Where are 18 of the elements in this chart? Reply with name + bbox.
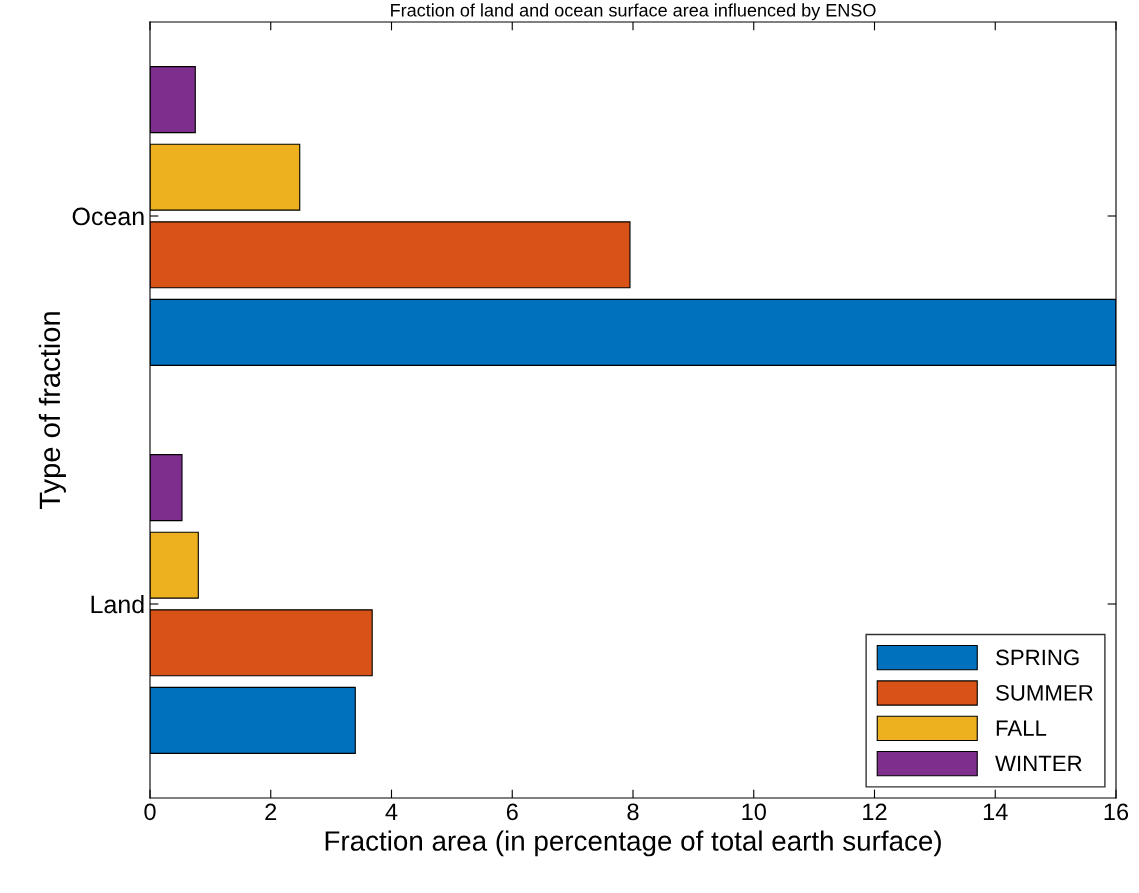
x-tick-label: 0 — [144, 803, 156, 821]
legend-label: FALL — [996, 720, 1047, 736]
y-tick-label: Land — [91, 594, 144, 614]
y-tick-label: Ocean — [72, 207, 144, 226]
legend-label: SUMMER — [996, 684, 1093, 701]
x-tick-label: 2 — [265, 803, 277, 820]
legend-label: WINTER — [995, 755, 1082, 772]
x-tick-label: 12 — [863, 803, 887, 820]
x-tick-label: 16 — [1104, 803, 1129, 821]
x-axis-title: Fraction area (in percentage of total earth surface) — [325, 830, 941, 857]
x-tick-label: 6 — [506, 803, 518, 821]
x-tick-label: 14 — [983, 803, 1008, 820]
chart-title: Fraction of land and ocean surface area influenced by ENSO — [391, 3, 876, 21]
x-tick-label: 8 — [627, 803, 639, 821]
x-tick-label: 4 — [385, 803, 398, 820]
y-axis-title: Type of fraction — [38, 312, 66, 510]
legend-label: SPRING — [996, 649, 1079, 666]
x-tick-label: 10 — [742, 803, 766, 821]
